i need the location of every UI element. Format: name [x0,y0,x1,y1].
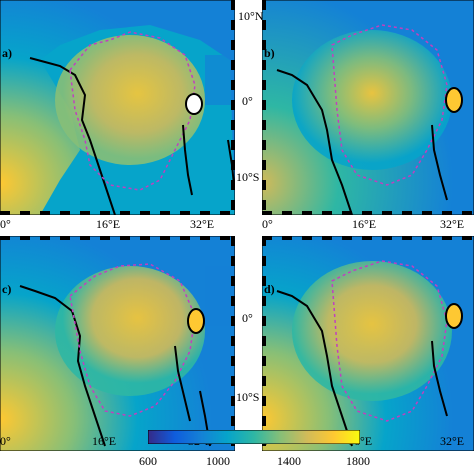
colorbar-tick-3: 1800 [346,454,370,468]
x-tick-b-0: 0° [262,217,273,231]
y-tick-top-0: 10°N [238,9,264,23]
panel-label-d: d) [264,282,275,296]
map-svg-a [0,0,235,215]
panel-label-c: c) [2,282,12,296]
map-panel-b: b) [262,0,474,215]
map-svg-d [262,236,474,451]
x-tick-b-1: 16°E [352,217,377,231]
x-tick-a-0: 0° [0,217,11,231]
x-tick-b-2: 32°E [440,217,465,231]
y-tick-top-2: 10°S [236,170,260,184]
x-tick-c-0: 0° [0,434,11,448]
map-svg-c [0,236,235,451]
colorbar-tick-2: 1400 [277,454,301,468]
map-panel-c: c) [0,236,235,451]
colorbar-tick-0: 600 [139,454,157,468]
panel-label-a: a) [2,46,12,60]
x-tick-a-1: 16°E [96,217,121,231]
x-tick-c-1: 16°E [92,434,117,448]
x-tick-a-2: 32°E [190,217,215,231]
y-tick-bottom-2: 10°S [236,390,260,404]
map-panel-d: d) [262,236,474,451]
map-svg-b [262,0,474,215]
y-tick-bottom-1: 0° [242,311,253,325]
colorbar [148,430,360,444]
y-tick-top-1: 0° [242,94,253,108]
panel-label-b: b) [264,46,275,60]
map-panel-a: a) [0,0,235,215]
x-tick-d-2: 32°E [440,434,465,448]
colorbar-tick-1: 1000 [206,454,230,468]
